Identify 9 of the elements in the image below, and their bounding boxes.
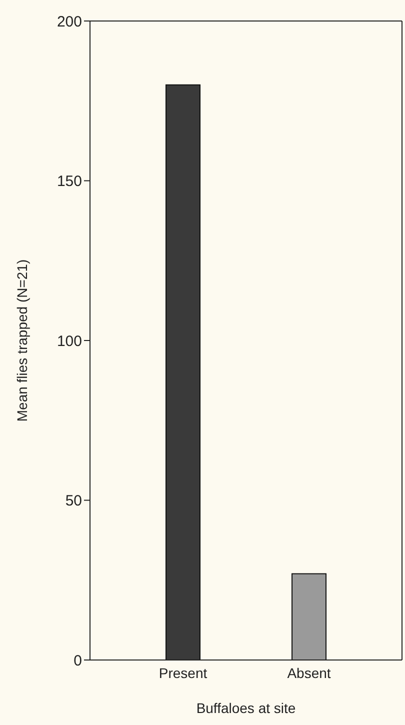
y-tick-label: 200 [56,13,82,30]
y-tick-label: 150 [56,173,82,190]
x-axis-title: Buffaloes at site [196,700,296,716]
y-tick-label: 0 [74,652,82,670]
y-tick-label: 100 [56,332,82,350]
y-tick-label: 50 [65,492,82,510]
x-tick-label: Absent [287,664,331,681]
y-axis-title: Mean flies trapped (N=21) [14,259,30,422]
x-tick-label: Present [158,664,208,681]
